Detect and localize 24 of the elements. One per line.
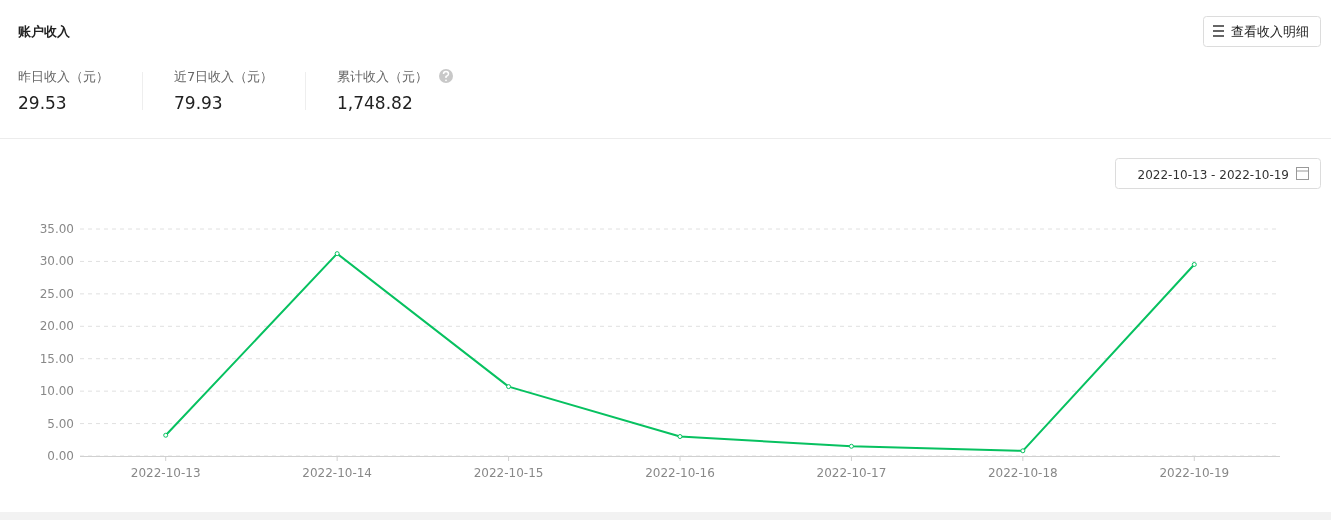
- text: 1,748.82: [337, 93, 413, 113]
- y-tick-label: 5.00: [47, 416, 74, 431]
- x-tick-label: 2022-10-15: [473, 466, 544, 480]
- x-tick-label: 2022-10-17: [816, 466, 887, 480]
- text: 近7日收入（元）: [174, 69, 274, 84]
- text: 昨日收入（元）: [18, 69, 109, 84]
- text: 79.93: [174, 93, 223, 113]
- y-tick-label: 30.00: [39, 254, 74, 269]
- y-tick-label: 0.00: [47, 449, 74, 463]
- text: 2022-10-13 - 2022-10-19: [1137, 168, 1289, 182]
- x-tick-label: 2022-10-14: [302, 466, 373, 480]
- text: 累计收入（元）: [337, 69, 428, 84]
- y-tick-label: 35.00: [39, 222, 74, 236]
- y-tick-label: 25.00: [39, 286, 74, 301]
- x-tick-label: 2022-10-13: [130, 466, 201, 480]
- y-tick-label: 20.00: [39, 319, 74, 334]
- x-tick-label: 2022-10-16: [645, 466, 715, 480]
- x-tick-label: 2022-10-19: [1159, 466, 1230, 480]
- text: 查看收入明细: [1231, 24, 1309, 39]
- x-tick-label: 2022-10-18: [987, 466, 1058, 480]
- y-tick-label: 10.00: [39, 384, 74, 399]
- chart-title: 账户收入: [17, 24, 71, 39]
- text: 29.53: [18, 93, 67, 113]
- y-tick-label: 15.00: [39, 351, 74, 366]
